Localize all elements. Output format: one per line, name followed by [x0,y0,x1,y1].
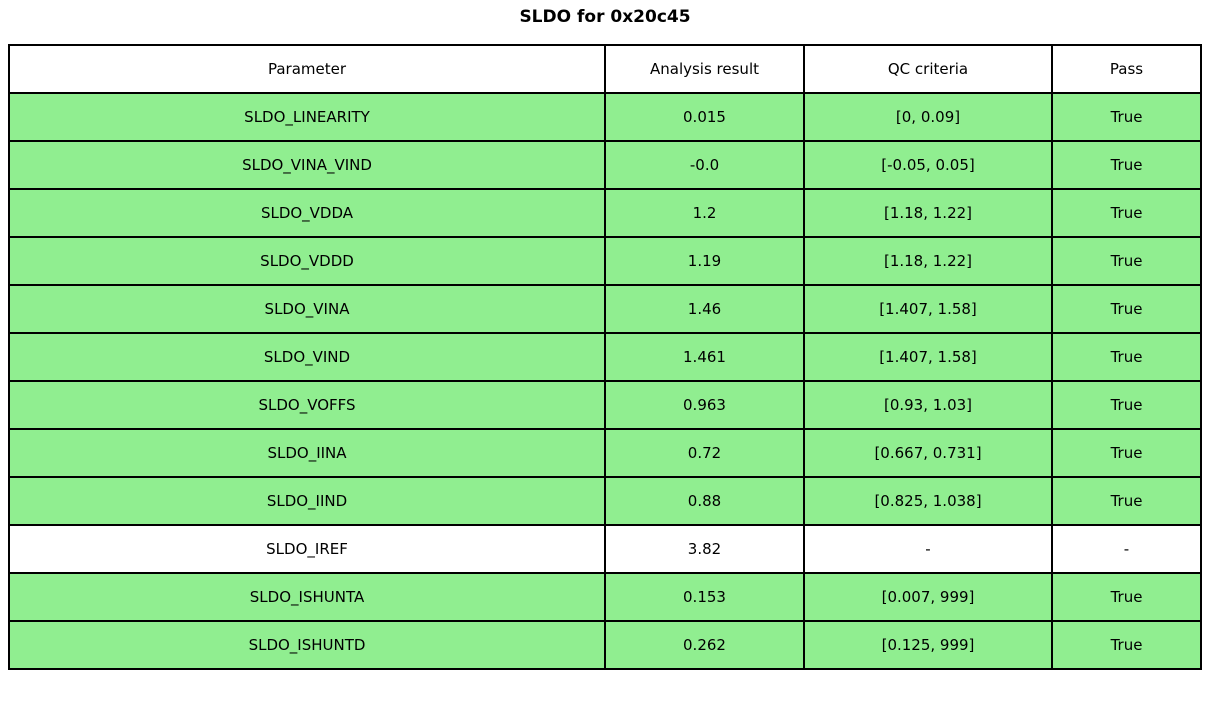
cell-pass: True [1051,284,1202,334]
cell-result: 1.461 [604,332,805,382]
cell-qc: [1.18, 1.22] [803,188,1053,238]
header-row: Parameter Analysis result QC criteria Pa… [8,44,1202,94]
cell-parameter: SLDO_IREF [8,524,606,574]
cell-result: 0.72 [604,428,805,478]
table-row: SLDO_ISHUNTA 0.153 [0.007, 999] True [8,572,1202,622]
cell-parameter: SLDO_VINA_VIND [8,140,606,190]
cell-qc: [0.125, 999] [803,620,1053,670]
cell-result: 1.19 [604,236,805,286]
table-row: SLDO_VIND 1.461 [1.407, 1.58] True [8,332,1202,382]
cell-pass: True [1051,236,1202,286]
cell-result: 1.46 [604,284,805,334]
cell-parameter: SLDO_ISHUNTA [8,572,606,622]
cell-parameter: SLDO_VOFFS [8,380,606,430]
chart-title: SLDO for 0x20c45 [519,7,691,27]
header-qc-criteria: QC criteria [803,44,1053,94]
cell-pass: True [1051,92,1202,142]
table-row: SLDO_IINA 0.72 [0.667, 0.731] True [8,428,1202,478]
cell-result: 0.015 [604,92,805,142]
header-parameter: Parameter [8,44,606,94]
table-row: SLDO_VDDA 1.2 [1.18, 1.22] True [8,188,1202,238]
cell-qc: [0.93, 1.03] [803,380,1053,430]
qc-results-table: Parameter Analysis result QC criteria Pa… [8,44,1202,670]
cell-qc: [0, 0.09] [803,92,1053,142]
cell-result: 1.2 [604,188,805,238]
cell-qc: [0.007, 999] [803,572,1053,622]
table-row: SLDO_IREF 3.82 - - [8,524,1202,574]
cell-result: 0.88 [604,476,805,526]
cell-pass: True [1051,140,1202,190]
cell-pass: True [1051,188,1202,238]
cell-qc: [0.825, 1.038] [803,476,1053,526]
cell-qc: [1.407, 1.58] [803,332,1053,382]
cell-parameter: SLDO_LINEARITY [8,92,606,142]
cell-pass: True [1051,332,1202,382]
cell-pass: True [1051,428,1202,478]
header-pass: Pass [1051,44,1202,94]
cell-result: -0.0 [604,140,805,190]
cell-pass: True [1051,476,1202,526]
cell-qc: - [803,524,1053,574]
cell-result: 0.262 [604,620,805,670]
cell-pass: True [1051,380,1202,430]
cell-parameter: SLDO_VIND [8,332,606,382]
table-row: SLDO_VINA 1.46 [1.407, 1.58] True [8,284,1202,334]
table-row: SLDO_LINEARITY 0.015 [0, 0.09] True [8,92,1202,142]
cell-qc: [1.18, 1.22] [803,236,1053,286]
cell-parameter: SLDO_IINA [8,428,606,478]
cell-parameter: SLDO_IIND [8,476,606,526]
header-analysis-result: Analysis result [604,44,805,94]
table-row: SLDO_ISHUNTD 0.262 [0.125, 999] True [8,620,1202,670]
cell-pass: True [1051,620,1202,670]
table-row: SLDO_VINA_VIND -0.0 [-0.05, 0.05] True [8,140,1202,190]
cell-result: 3.82 [604,524,805,574]
cell-result: 0.153 [604,572,805,622]
cell-pass: True [1051,572,1202,622]
cell-result: 0.963 [604,380,805,430]
cell-qc: [1.407, 1.58] [803,284,1053,334]
table-row: SLDO_VDDD 1.19 [1.18, 1.22] True [8,236,1202,286]
cell-parameter: SLDO_ISHUNTD [8,620,606,670]
table-row: SLDO_VOFFS 0.963 [0.93, 1.03] True [8,380,1202,430]
cell-parameter: SLDO_VDDA [8,188,606,238]
cell-pass: - [1051,524,1202,574]
cell-qc: [0.667, 0.731] [803,428,1053,478]
table-row: SLDO_IIND 0.88 [0.825, 1.038] True [8,476,1202,526]
cell-parameter: SLDO_VINA [8,284,606,334]
cell-qc: [-0.05, 0.05] [803,140,1053,190]
cell-parameter: SLDO_VDDD [8,236,606,286]
